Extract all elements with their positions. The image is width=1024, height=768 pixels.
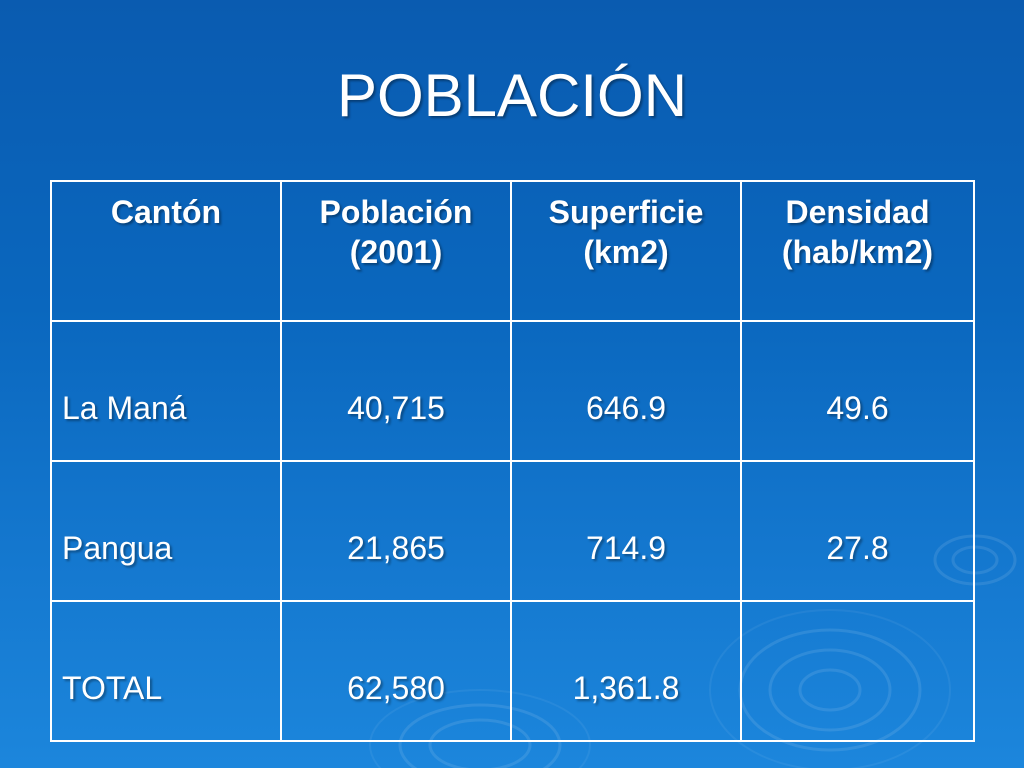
table-row: Pangua 21,865 714.9 27.8	[50, 460, 975, 602]
cell-superficie: 646.9	[510, 320, 742, 462]
slide-title: POBLACIÓN	[336, 62, 688, 129]
cell-poblacion: 21,865	[280, 460, 512, 602]
population-table: Cantón Población (2001) Superficie (km2)…	[50, 180, 975, 742]
header-poblacion: Población (2001)	[280, 180, 512, 322]
table-row: TOTAL 62,580 1,361.8	[50, 600, 975, 742]
header-superficie: Superficie (km2)	[510, 180, 742, 322]
cell-densidad: 49.6	[740, 320, 975, 462]
table-header-row: Cantón Población (2001) Superficie (km2)…	[50, 180, 975, 322]
cell-densidad	[740, 600, 975, 742]
cell-poblacion: 62,580	[280, 600, 512, 742]
cell-densidad: 27.8	[740, 460, 975, 602]
table-row: La Maná 40,715 646.9 49.6	[50, 320, 975, 462]
header-canton: Cantón	[50, 180, 282, 322]
cell-canton: TOTAL	[50, 600, 282, 742]
header-densidad: Densidad (hab/km2)	[740, 180, 975, 322]
cell-superficie: 1,361.8	[510, 600, 742, 742]
cell-superficie: 714.9	[510, 460, 742, 602]
cell-canton: Pangua	[50, 460, 282, 602]
cell-poblacion: 40,715	[280, 320, 512, 462]
cell-canton: La Maná	[50, 320, 282, 462]
